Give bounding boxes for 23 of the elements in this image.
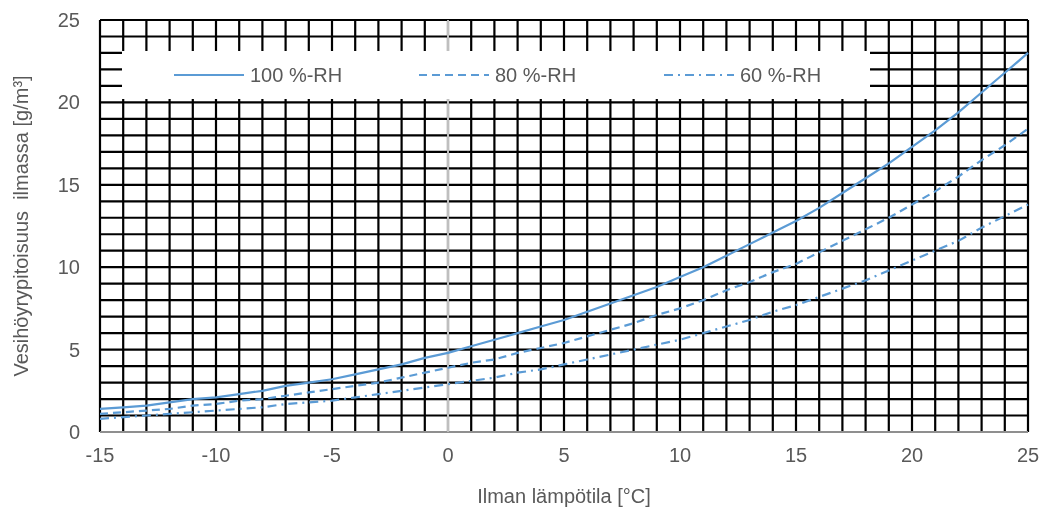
- x-tick-label: 25: [1016, 444, 1040, 466]
- y-tick-label: 20: [57, 91, 80, 114]
- y-tick-label: 15: [57, 173, 80, 196]
- x-axis-title: Ilman lämpötila [°C]: [477, 485, 651, 507]
- legend-label: 100 %-RH: [250, 64, 343, 86]
- x-tick-label: 0: [442, 444, 454, 466]
- x-tick-label: -5: [323, 444, 341, 466]
- x-tick-label: 5: [558, 444, 570, 466]
- legend-label: 60 %-RH: [740, 64, 822, 86]
- line-series: [98, 203, 1030, 420]
- x-tick-label: 15: [784, 444, 808, 466]
- x-tick-label: -10: [201, 444, 231, 466]
- line-series: [98, 51, 1030, 411]
- line-series: [98, 127, 1030, 415]
- legend-label: 80 %-RH: [495, 64, 577, 86]
- y-tick-label: 10: [57, 256, 80, 279]
- y-tick-label: 25: [57, 9, 80, 31]
- y-tick-label: 0: [68, 421, 80, 443]
- y-axis-title: Vesihöyrypitoisuus ilmassa [g/m³]: [10, 75, 32, 377]
- x-tick-label: 10: [668, 444, 692, 466]
- x-tick-label: 20: [900, 444, 924, 466]
- x-tick-label: -15: [85, 444, 115, 466]
- y-tick-label: 5: [68, 338, 80, 361]
